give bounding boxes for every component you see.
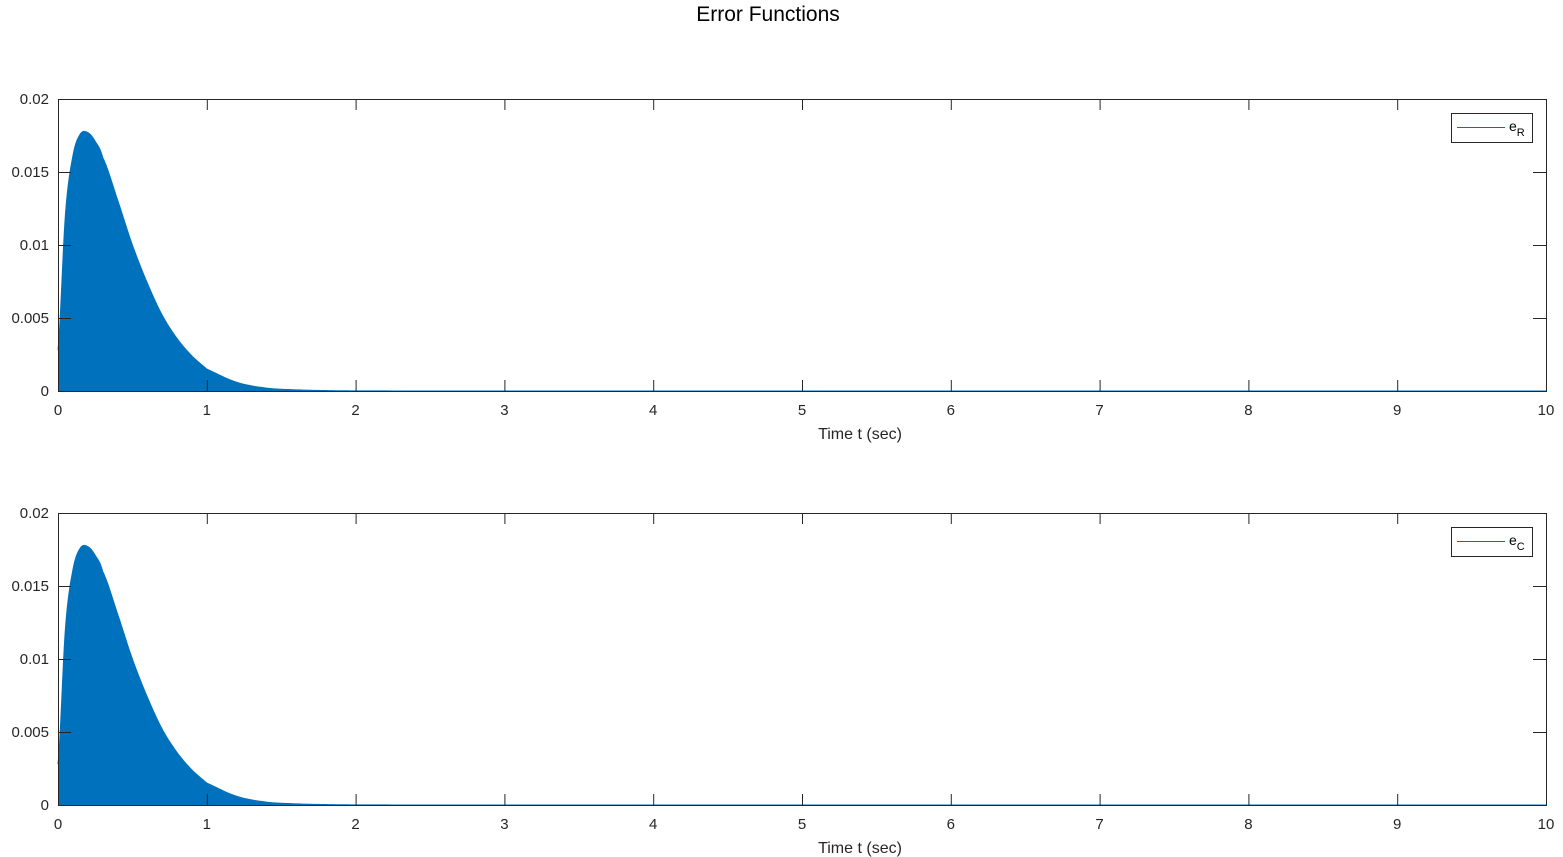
- y-tick-label: 0.015: [11, 164, 49, 181]
- legend-entry-base: e: [1509, 118, 1517, 134]
- legend-entry-base: e: [1509, 532, 1517, 548]
- x-axis-label: Time t (sec): [818, 426, 902, 443]
- x-tick-label: 9: [1393, 402, 1401, 419]
- x-tick-label: 7: [1095, 816, 1103, 833]
- x-tick-label: 5: [798, 816, 806, 833]
- x-tick-label: 0: [54, 402, 62, 419]
- x-tick-label: 6: [947, 816, 955, 833]
- x-tick-label: 10: [1538, 402, 1555, 419]
- legend-entry-subscript: C: [1517, 541, 1525, 553]
- y-tick-label: 0.005: [11, 724, 49, 741]
- y-tick-label: 0.01: [20, 237, 49, 254]
- x-tick-label: 7: [1095, 402, 1103, 419]
- subplot-1: 0 1 2 3 4 5 6 7 8 9 10 0 0.005 0.01 0.015 0.02 Time t (s…: [11, 91, 1554, 443]
- x-tick-label: 4: [649, 816, 657, 833]
- plot-area: [58, 99, 1546, 391]
- x-tick-label: 8: [1244, 402, 1252, 419]
- y-tick-label: 0.02: [20, 91, 49, 108]
- x-tick-label: 6: [947, 402, 955, 419]
- x-axis-label: Time t (sec): [818, 840, 902, 857]
- x-tick-label: 2: [351, 402, 359, 419]
- x-tick-label: 4: [649, 402, 657, 419]
- x-tick-label: 9: [1393, 816, 1401, 833]
- x-tick-label: 3: [500, 402, 508, 419]
- legend-entry-subscript: R: [1517, 127, 1525, 139]
- x-tick-label: 1: [203, 816, 211, 833]
- x-tick-label: 1: [203, 402, 211, 419]
- legend: eC: [1451, 527, 1533, 557]
- y-tick-label: 0.015: [11, 578, 49, 595]
- x-tick-label: 5: [798, 402, 806, 419]
- legend-entry: eR: [1509, 118, 1525, 139]
- y-tick-label: 0: [41, 797, 49, 814]
- figure-title: Error Functions: [696, 3, 840, 26]
- y-tick-label: 0: [41, 383, 49, 400]
- legend-entry: eC: [1509, 532, 1525, 553]
- plot-area: [58, 513, 1546, 805]
- legend: eR: [1451, 113, 1533, 143]
- subplot-2: 0 1 2 3 4 5 6 7 8 9 10 0 0.005 0.01 0.015 0.02 Time t (s…: [11, 505, 1554, 857]
- y-tick-label: 0.005: [11, 310, 49, 327]
- x-tick-label: 3: [500, 816, 508, 833]
- x-tick-label: 2: [351, 816, 359, 833]
- x-tick-label: 0: [54, 816, 62, 833]
- y-tick-label: 0.02: [20, 505, 49, 522]
- x-tick-label: 8: [1244, 816, 1252, 833]
- x-tick-label: 10: [1538, 816, 1555, 833]
- y-tick-label: 0.01: [20, 651, 49, 668]
